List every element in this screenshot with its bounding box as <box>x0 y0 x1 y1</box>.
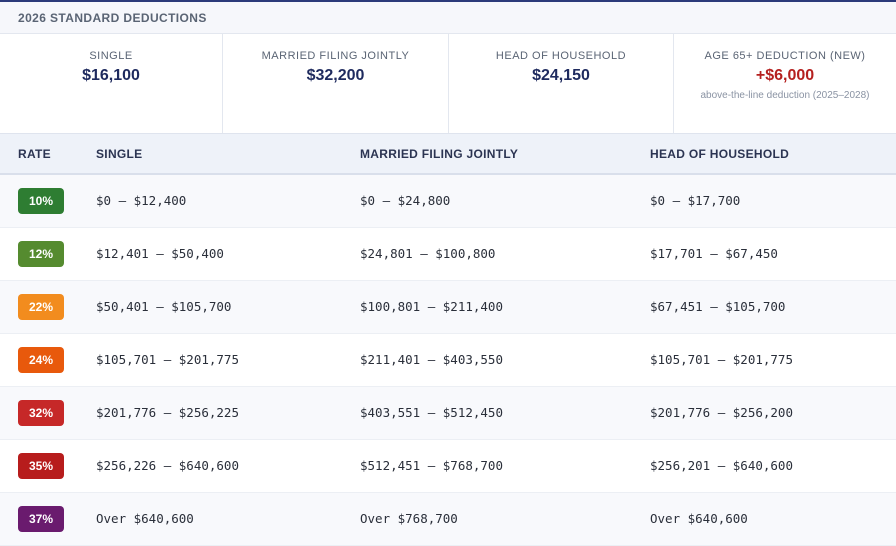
single-range: $256,226 – $640,600 <box>96 439 360 493</box>
single-range: $201,776 – $256,225 <box>96 386 360 440</box>
header-married-filing-jointly: MARRIED FILING JOINTLY <box>360 134 650 175</box>
single-range: Over $640,600 <box>96 492 360 546</box>
tax-brackets-table: RATE SINGLE MARRIED FILING JOINTLY HEAD … <box>0 134 896 546</box>
hoh-range: $201,776 – $256,200 <box>650 386 896 440</box>
mfj-range: $100,801 – $211,400 <box>360 280 650 334</box>
hoh-range: $0 – $17,700 <box>650 174 896 228</box>
mfj-range: $0 – $24,800 <box>360 174 650 228</box>
table-header-row: RATE SINGLE MARRIED FILING JOINTLY HEAD … <box>0 134 896 175</box>
card-value: +$6,000 <box>755 67 815 84</box>
rate-badge: 12% <box>18 240 64 267</box>
table-row: 12% $12,401 – $50,400 $24,801 – $100,800… <box>0 227 896 281</box>
card-head-of-household: HEAD OF HOUSEHOLD $24,150 <box>449 34 674 133</box>
table-row: 10% $0 – $12,400 $0 – $24,800 $0 – $17,7… <box>0 174 896 228</box>
rate-badge: 22% <box>18 293 64 320</box>
card-label: HEAD OF HOUSEHOLD <box>495 50 627 62</box>
card-married-filing-jointly: MARRIED FILING JOINTLY $32,200 <box>223 34 449 133</box>
deduction-cards: SINGLE $16,100 MARRIED FILING JOINTLY $3… <box>0 34 896 134</box>
card-label: AGE 65+ DEDUCTION (NEW) <box>704 50 866 62</box>
header-rate: RATE <box>0 134 96 175</box>
header-head-of-household: HEAD OF HOUSEHOLD <box>650 134 896 175</box>
header-single: SINGLE <box>96 134 360 175</box>
card-value: $24,150 <box>532 67 590 84</box>
hoh-range: $17,701 – $67,450 <box>650 227 896 281</box>
card-value: $16,100 <box>82 67 140 84</box>
rate-badge: 32% <box>18 399 64 426</box>
table-row: 37% Over $640,600 Over $768,700 Over $64… <box>0 492 896 546</box>
single-range: $12,401 – $50,400 <box>96 227 360 281</box>
card-age-65-deduction: AGE 65+ DEDUCTION (NEW) +$6,000 above-th… <box>674 34 896 133</box>
table-row: 32% $201,776 – $256,225 $403,551 – $512,… <box>0 386 896 440</box>
rate-badge: 10% <box>18 187 64 214</box>
card-label: MARRIED FILING JOINTLY <box>261 50 410 62</box>
hoh-range: $67,451 – $105,700 <box>650 280 896 334</box>
card-note: above-the-line deduction (2025–2028) <box>700 90 870 101</box>
card-single: SINGLE $16,100 <box>0 34 223 133</box>
rate-badge: 37% <box>18 505 64 532</box>
card-value: $32,200 <box>306 67 365 84</box>
hoh-range: $105,701 – $201,775 <box>650 333 896 387</box>
mfj-range: $24,801 – $100,800 <box>360 227 650 281</box>
single-range: $105,701 – $201,775 <box>96 333 360 387</box>
mfj-range: Over $768,700 <box>360 492 650 546</box>
mfj-range: $512,451 – $768,700 <box>360 439 650 493</box>
standard-deductions-title: 2026 STANDARD DEDUCTIONS <box>0 2 896 34</box>
rate-badge: 24% <box>18 346 64 373</box>
table-row: 24% $105,701 – $201,775 $211,401 – $403,… <box>0 333 896 387</box>
single-range: $50,401 – $105,700 <box>96 280 360 334</box>
mfj-range: $211,401 – $403,550 <box>360 333 650 387</box>
card-label: SINGLE <box>89 50 133 62</box>
rate-badge: 35% <box>18 452 64 479</box>
hoh-range: Over $640,600 <box>650 492 896 546</box>
table-row: 35% $256,226 – $640,600 $512,451 – $768,… <box>0 439 896 493</box>
single-range: $0 – $12,400 <box>96 174 360 228</box>
table-row: 22% $50,401 – $105,700 $100,801 – $211,4… <box>0 280 896 334</box>
hoh-range: $256,201 – $640,600 <box>650 439 896 493</box>
mfj-range: $403,551 – $512,450 <box>360 386 650 440</box>
